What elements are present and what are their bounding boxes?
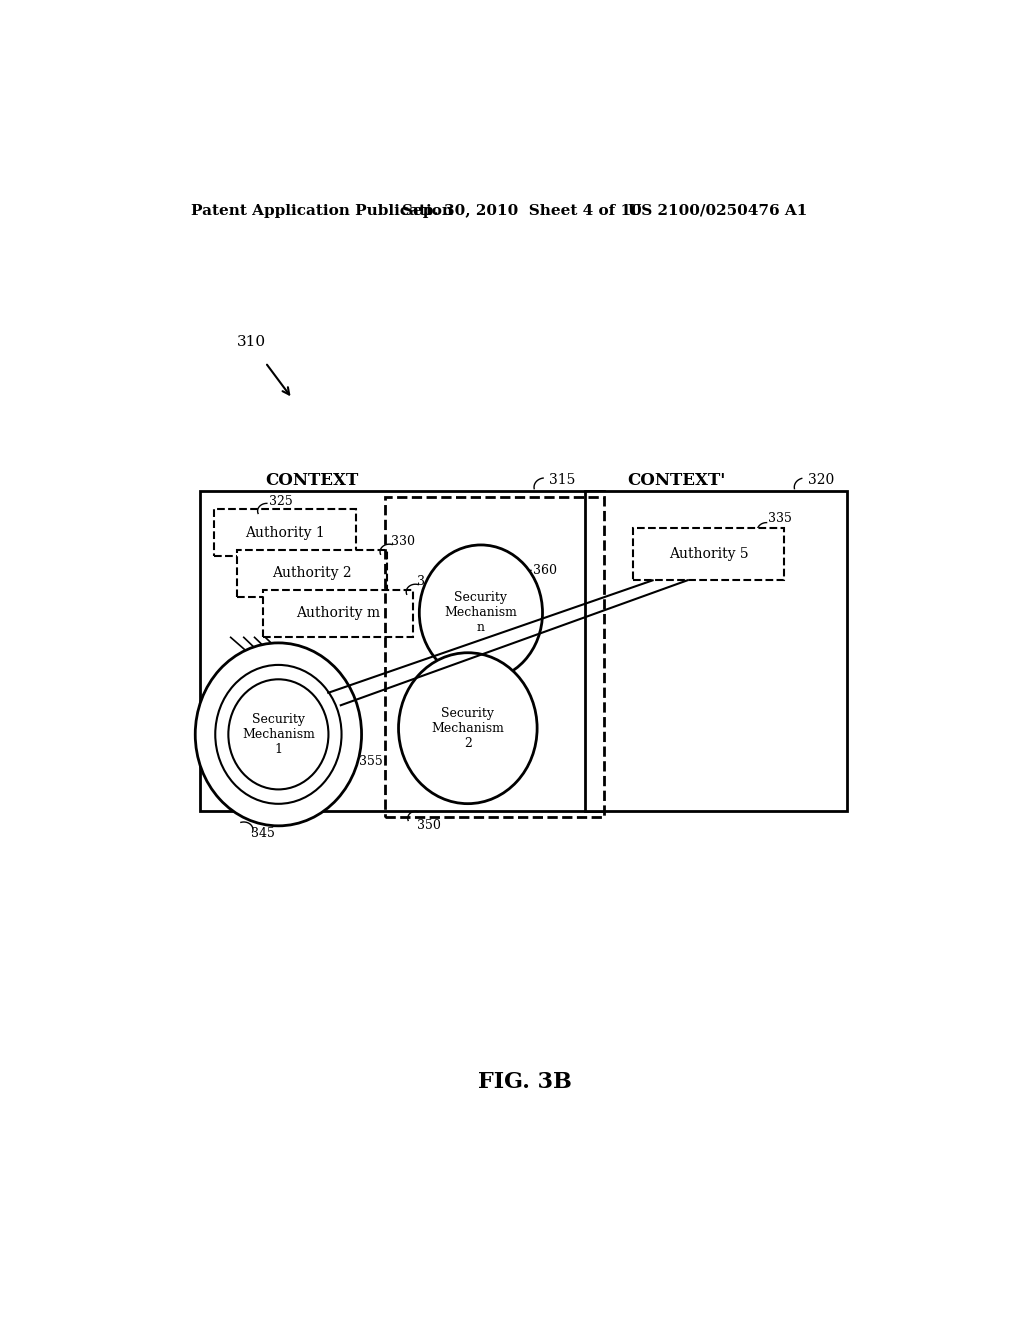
Text: 330: 330: [391, 536, 415, 548]
Text: Security
Mechanism
1: Security Mechanism 1: [242, 713, 314, 756]
Ellipse shape: [215, 665, 342, 804]
Text: Patent Application Publication: Patent Application Publication: [190, 203, 453, 218]
Text: 340: 340: [417, 576, 441, 589]
Text: Authority 5: Authority 5: [669, 548, 749, 561]
Text: Authority 2: Authority 2: [272, 566, 351, 581]
Text: CONTEXT: CONTEXT: [265, 471, 358, 488]
Bar: [200, 491, 604, 810]
FancyBboxPatch shape: [214, 508, 356, 557]
Bar: [585, 491, 847, 810]
Ellipse shape: [398, 653, 538, 804]
Text: US 2100/0250476 A1: US 2100/0250476 A1: [628, 203, 807, 218]
Text: FIG. 3B: FIG. 3B: [478, 1072, 571, 1093]
Text: Authority m: Authority m: [296, 606, 380, 620]
Text: 360: 360: [534, 564, 557, 577]
Ellipse shape: [228, 680, 329, 789]
Text: 320: 320: [808, 474, 835, 487]
Text: 350: 350: [417, 820, 441, 833]
Ellipse shape: [419, 545, 543, 681]
FancyBboxPatch shape: [237, 549, 387, 598]
FancyBboxPatch shape: [263, 590, 413, 638]
Ellipse shape: [196, 643, 361, 826]
Text: Security
Mechanism
n: Security Mechanism n: [444, 591, 517, 634]
Text: Authority 1: Authority 1: [245, 525, 325, 540]
Text: Sep. 30, 2010  Sheet 4 of 10: Sep. 30, 2010 Sheet 4 of 10: [401, 203, 641, 218]
Text: Security
Mechanism
2: Security Mechanism 2: [431, 706, 504, 750]
Text: 325: 325: [269, 495, 293, 508]
Text: 355: 355: [359, 755, 383, 768]
Text: 335: 335: [768, 512, 792, 525]
Text: 315: 315: [549, 474, 575, 487]
Text: CONTEXT': CONTEXT': [628, 471, 726, 488]
Text: 345: 345: [252, 828, 275, 840]
Text: 310: 310: [237, 335, 266, 348]
FancyBboxPatch shape: [634, 528, 783, 581]
